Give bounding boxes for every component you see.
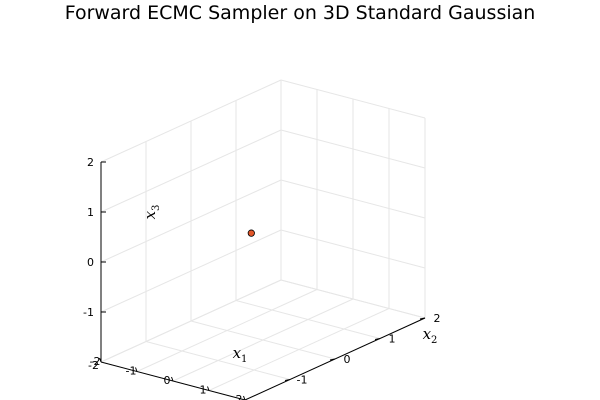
x1-tick-mark <box>171 376 174 382</box>
x1-tick-mark <box>99 357 102 363</box>
x2-tick-mark <box>419 317 426 320</box>
x2-tick-label: 1 <box>389 333 396 346</box>
x2-tick-label: 0 <box>344 353 351 366</box>
grid-line <box>100 129 282 213</box>
x2-tick-label: -1 <box>297 374 308 387</box>
x3-tick-label: 2 <box>87 156 94 169</box>
x2-tick-label: 2 <box>434 312 441 325</box>
x1-tick-label: -1 <box>126 365 137 378</box>
x1-tick-label: 2 <box>236 393 243 400</box>
x3-tick-label: -1 <box>83 306 94 319</box>
grid-line <box>235 300 381 339</box>
grid-line <box>208 308 390 391</box>
chart-title: Forward ECMC Sampler on 3D Standard Gaus… <box>64 2 536 24</box>
data-point <box>247 229 255 237</box>
x3-axis-label: x3 <box>141 205 162 220</box>
grid-line <box>100 179 282 263</box>
x2-tick-mark <box>329 358 336 361</box>
tick-labels: -2 -1 0 1 2 -1 0 1 2 -1 0 1 2 -2 <box>83 156 440 400</box>
x2-tick-mark <box>284 379 291 381</box>
x1-tick-mark <box>243 395 246 400</box>
axis-labels: x1 x2 x3 <box>141 205 437 365</box>
x3-tick-label: -2 <box>88 359 99 372</box>
x1-tick-label: 1 <box>200 384 207 397</box>
x1-axis-label: x1 <box>233 344 248 365</box>
x2-axis-label: x2 <box>423 325 438 346</box>
x1-tick-mark <box>207 386 210 391</box>
x1-tick-label: 0 <box>164 374 171 387</box>
x1-tick-label: -2 <box>90 355 101 368</box>
grid-line <box>190 320 336 360</box>
x3-tick-label: 0 <box>87 256 94 269</box>
grid-lines <box>100 79 426 400</box>
data-points <box>247 229 255 237</box>
grid-line <box>280 179 426 219</box>
x1-tick-mark <box>135 367 138 372</box>
x2-tick-mark <box>374 338 381 340</box>
x3-tick-label: 1 <box>87 206 94 219</box>
axes <box>99 161 426 400</box>
grid-line <box>280 79 426 119</box>
grid-line <box>280 129 426 169</box>
grid-line <box>100 79 282 163</box>
